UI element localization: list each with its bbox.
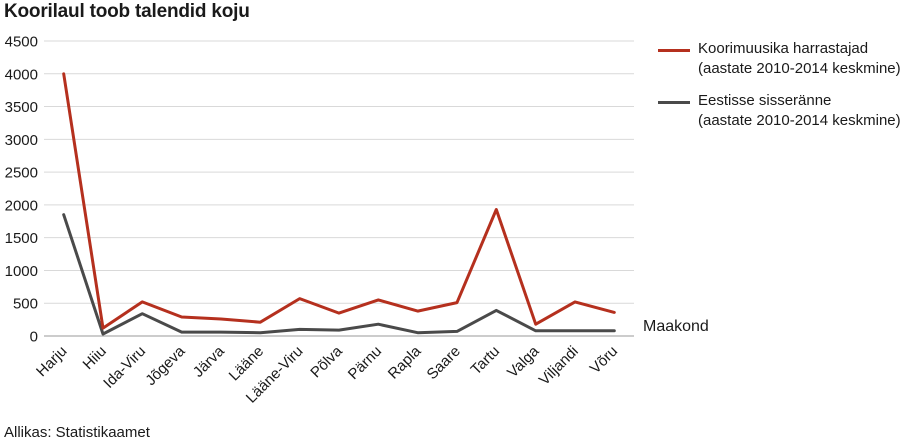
x-tick-label: Ida-Viru	[100, 343, 149, 392]
chart-title: Koorilaul toob talendid koju	[4, 1, 250, 22]
x-tick-label: Jõgeva	[142, 342, 189, 389]
y-tick-label: 1000	[5, 263, 38, 280]
series-lines	[62, 72, 616, 336]
y-tick-label: 500	[13, 296, 38, 313]
x-tick-label: Pärnu	[345, 343, 385, 383]
y-tick-label: 3000	[5, 132, 38, 149]
y-tick-label: 4000	[5, 66, 38, 83]
gridlines	[44, 40, 634, 337]
x-tick-label: Saare	[424, 343, 464, 383]
legend-item-immigration: Eestisse sisseränne (aastate 2010-2014 k…	[658, 91, 920, 131]
y-tick-label: 0	[30, 329, 38, 346]
legend-sublabel-immigration: (aastate 2010-2014 keskmine)	[698, 112, 901, 129]
legend: Koorimuusika harrastajad (aastate 2010-2…	[658, 39, 920, 143]
y-tick-label: 3500	[5, 99, 38, 116]
legend-swatch-choral	[658, 49, 690, 52]
x-tick-label: Tartu	[468, 343, 504, 379]
series-line-immigration	[62, 213, 616, 336]
legend-label-choral: Koorimuusika harrastajad	[698, 40, 869, 57]
legend-swatch-immigration	[658, 101, 690, 104]
x-tick-label: Hiiu	[80, 343, 110, 373]
x-tick-label: Võru	[587, 343, 621, 377]
y-tick-label: 2500	[5, 165, 38, 182]
legend-item-choral: Koorimuusika harrastajad (aastate 2010-2…	[658, 39, 920, 79]
legend-sublabel-choral: (aastate 2010-2014 keskmine)	[698, 60, 901, 77]
x-axis-label: Maakond	[643, 318, 709, 335]
x-tick-label: Rapla	[385, 342, 425, 382]
source-note: Allikas: Statistikaamet	[4, 424, 150, 441]
y-tick-label: 2000	[5, 197, 38, 214]
x-tick-label: Harju	[33, 343, 70, 380]
legend-label-immigration: Eestisse sisseränne	[698, 92, 832, 109]
y-tick-labels: 0 500 1000 1500 2000 2500 3000 3500 4000 4500	[5, 34, 38, 346]
x-tick-label: Viljandi	[536, 343, 582, 389]
y-tick-label: 4500	[5, 34, 38, 51]
series-line-choral	[62, 72, 616, 330]
x-tick-label: Põlva	[307, 342, 346, 381]
x-tick-label: Järva	[190, 342, 228, 380]
y-tick-label: 1500	[5, 230, 38, 247]
